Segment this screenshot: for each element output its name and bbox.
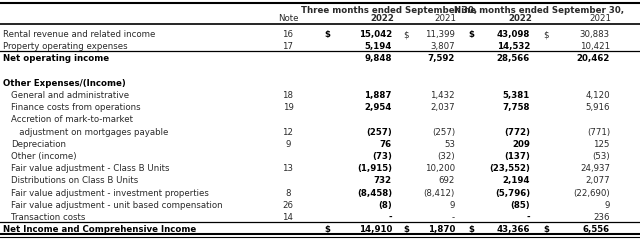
Text: -: - <box>526 213 530 222</box>
Text: 10,200: 10,200 <box>425 164 455 173</box>
Text: -: - <box>452 213 455 222</box>
Text: 732: 732 <box>374 177 392 186</box>
Text: (8,412): (8,412) <box>424 189 455 198</box>
Text: Accretion of mark-to-market: Accretion of mark-to-market <box>11 116 133 124</box>
Text: 15,042: 15,042 <box>359 30 392 39</box>
Text: 9,848: 9,848 <box>365 55 392 63</box>
Text: 1,870: 1,870 <box>428 225 455 234</box>
Text: 13: 13 <box>282 164 294 173</box>
Text: 4,120: 4,120 <box>586 91 610 100</box>
Text: Note: Note <box>278 13 298 22</box>
Text: (771): (771) <box>587 128 610 137</box>
Text: 12: 12 <box>282 128 294 137</box>
Text: (137): (137) <box>504 152 530 161</box>
Text: $: $ <box>403 30 408 39</box>
Text: 28,566: 28,566 <box>497 55 530 63</box>
Text: 236: 236 <box>593 213 610 222</box>
Text: 9: 9 <box>605 201 610 210</box>
Text: 14: 14 <box>282 213 294 222</box>
Text: 9: 9 <box>450 201 455 210</box>
Text: $: $ <box>468 30 474 39</box>
Text: Net operating income: Net operating income <box>3 55 109 63</box>
Text: 18: 18 <box>282 91 294 100</box>
Text: 692: 692 <box>438 177 455 186</box>
Text: 16: 16 <box>282 30 294 39</box>
Text: 2022: 2022 <box>508 13 532 22</box>
Text: 7,592: 7,592 <box>428 55 455 63</box>
Text: 14,910: 14,910 <box>358 225 392 234</box>
Text: 2,954: 2,954 <box>365 103 392 112</box>
Text: (257): (257) <box>366 128 392 137</box>
Text: 20,462: 20,462 <box>577 55 610 63</box>
Text: $: $ <box>403 225 409 234</box>
Text: (257): (257) <box>432 128 455 137</box>
Text: 24,937: 24,937 <box>580 164 610 173</box>
Text: 8: 8 <box>285 189 291 198</box>
Text: 2,037: 2,037 <box>430 103 455 112</box>
Text: (53): (53) <box>593 152 610 161</box>
Text: Rental revenue and related income: Rental revenue and related income <box>3 30 156 39</box>
Text: 5,381: 5,381 <box>503 91 530 100</box>
Text: General and administrative: General and administrative <box>11 91 129 100</box>
Text: 2,194: 2,194 <box>502 177 530 186</box>
Text: 2,077: 2,077 <box>586 177 610 186</box>
Text: (5,796): (5,796) <box>495 189 530 198</box>
Text: Three months ended September 30,: Three months ended September 30, <box>301 5 477 14</box>
Text: 9: 9 <box>285 140 291 149</box>
Text: Fair value adjustment - investment properties: Fair value adjustment - investment prope… <box>11 189 209 198</box>
Text: 1,432: 1,432 <box>430 91 455 100</box>
Text: 43,098: 43,098 <box>497 30 530 39</box>
Text: Nine months ended September 30,: Nine months ended September 30, <box>454 5 624 14</box>
Text: (8): (8) <box>378 201 392 210</box>
Text: Property operating expenses: Property operating expenses <box>3 42 127 51</box>
Text: 30,883: 30,883 <box>580 30 610 39</box>
Text: (772): (772) <box>504 128 530 137</box>
Text: 2022: 2022 <box>370 13 394 22</box>
Text: 53: 53 <box>444 140 455 149</box>
Text: $: $ <box>468 225 474 234</box>
Text: 7,758: 7,758 <box>502 103 530 112</box>
Text: $: $ <box>324 30 330 39</box>
Text: (73): (73) <box>372 152 392 161</box>
Text: Finance costs from operations: Finance costs from operations <box>11 103 141 112</box>
Text: 209: 209 <box>512 140 530 149</box>
Text: 43,366: 43,366 <box>497 225 530 234</box>
Text: (1,915): (1,915) <box>357 164 392 173</box>
Text: $: $ <box>543 225 549 234</box>
Text: 76: 76 <box>380 140 392 149</box>
Text: 2021: 2021 <box>589 13 611 22</box>
Text: Depreciation: Depreciation <box>11 140 66 149</box>
Text: (23,552): (23,552) <box>489 164 530 173</box>
Text: 14,532: 14,532 <box>497 42 530 51</box>
Text: 19: 19 <box>283 103 293 112</box>
Text: Distributions on Class B Units: Distributions on Class B Units <box>11 177 138 186</box>
Text: 6,556: 6,556 <box>583 225 610 234</box>
Text: 5,194: 5,194 <box>365 42 392 51</box>
Text: Other (income): Other (income) <box>11 152 77 161</box>
Text: $: $ <box>324 225 330 234</box>
Text: $: $ <box>543 30 548 39</box>
Text: (22,690): (22,690) <box>573 189 610 198</box>
Text: Fair value adjustment - Class B Units: Fair value adjustment - Class B Units <box>11 164 170 173</box>
Text: (85): (85) <box>510 201 530 210</box>
Text: adjustment on mortgages payable: adjustment on mortgages payable <box>11 128 168 137</box>
Text: 1,887: 1,887 <box>365 91 392 100</box>
Text: 3,807: 3,807 <box>430 42 455 51</box>
Text: 125: 125 <box>593 140 610 149</box>
Text: 5,916: 5,916 <box>586 103 610 112</box>
Text: (32): (32) <box>437 152 455 161</box>
Text: Fair value adjustment - unit based compensation: Fair value adjustment - unit based compe… <box>11 201 223 210</box>
Text: Net Income and Comprehensive Income: Net Income and Comprehensive Income <box>3 225 196 234</box>
Text: Transaction costs: Transaction costs <box>11 213 85 222</box>
Text: 17: 17 <box>282 42 294 51</box>
Text: 10,421: 10,421 <box>580 42 610 51</box>
Text: 2021: 2021 <box>434 13 456 22</box>
Text: (8,458): (8,458) <box>357 189 392 198</box>
Text: -: - <box>388 213 392 222</box>
Text: 26: 26 <box>282 201 294 210</box>
Text: 11,399: 11,399 <box>425 30 455 39</box>
Text: Other Expenses/(Income): Other Expenses/(Income) <box>3 79 125 88</box>
